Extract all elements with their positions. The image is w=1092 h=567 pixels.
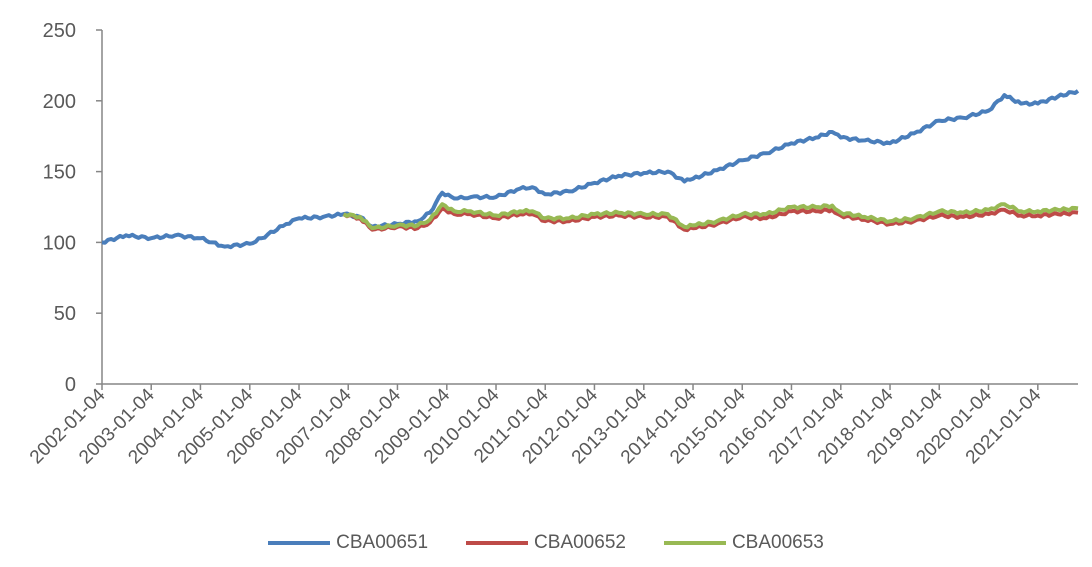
series-line-cba00651 — [101, 89, 1080, 250]
legend-label: CBA00653 — [731, 532, 824, 553]
legend-swatch — [466, 541, 529, 545]
legend-item-cba00652: CBA00652 — [466, 532, 626, 554]
y-tick-label: 0 — [65, 374, 76, 396]
y-tick-label: 200 — [43, 91, 76, 113]
y-tick-label: 50 — [54, 303, 76, 325]
line-chart: 0501001502002502002-01-042003-01-042004-… — [26, 20, 1080, 468]
legend-swatch — [663, 541, 726, 545]
y-tick-label: 100 — [43, 232, 76, 254]
legend-item-cba00651: CBA00651 — [268, 532, 428, 554]
series-line-cba00652 — [342, 206, 1079, 233]
legend-swatch — [268, 541, 331, 545]
legend: CBA00651 CBA00652 CBA00653 — [0, 532, 1092, 554]
y-tick-label: 250 — [43, 20, 76, 42]
series-line-cba00653 — [342, 202, 1079, 231]
y-tick-label: 150 — [43, 162, 76, 184]
legend-label: CBA00652 — [534, 532, 626, 553]
legend-item-cba00653: CBA00653 — [663, 532, 824, 554]
legend-label: CBA00651 — [336, 532, 429, 553]
